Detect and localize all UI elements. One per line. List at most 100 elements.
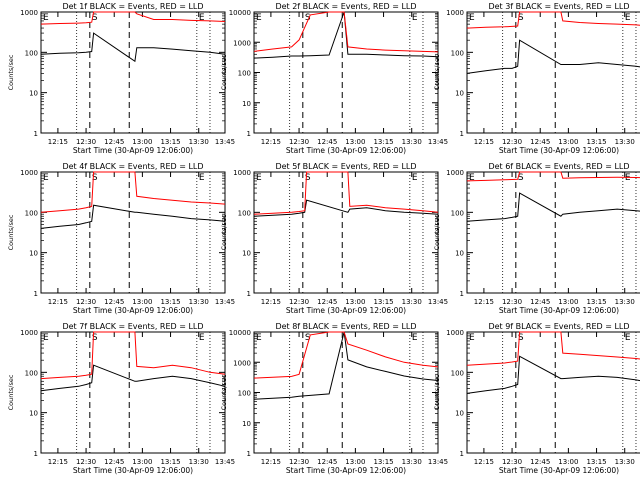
x-tick-label: 12:45 xyxy=(530,458,550,466)
y-tick-label: 100 xyxy=(451,369,464,377)
x-tick-label: 12:15 xyxy=(48,458,68,466)
panel-det-6: Det 6f BLACK = Events, RED = LLD Counts/s… xyxy=(433,162,640,315)
end-marker-left: E xyxy=(256,13,262,23)
series-line-lld xyxy=(466,11,640,29)
x-tick-label: 12:30 xyxy=(76,458,96,466)
end-marker-left: E xyxy=(43,173,49,183)
y-tick-label: 1000 xyxy=(233,39,251,47)
y-tick-label: 1000 xyxy=(446,169,464,177)
series-line-events xyxy=(253,331,439,400)
x-tick-label: 13:15 xyxy=(160,298,180,306)
x-axis-title: Start Time (30-Apr-09 12:06:00) xyxy=(73,466,193,475)
x-axis-title: Start Time (30-Apr-09 12:06:00) xyxy=(499,146,619,155)
y-tick-label: 10 xyxy=(242,420,251,428)
y-tick-label: 1 xyxy=(460,450,464,458)
start-marker: S xyxy=(518,13,524,23)
x-tick-label: 12:15 xyxy=(474,458,494,466)
end-marker: E xyxy=(625,173,631,183)
x-tick-label: 13:00 xyxy=(345,138,365,146)
end-marker: E xyxy=(199,173,205,183)
y-tick-label: 10 xyxy=(29,250,38,258)
x-tick-label: 13:00 xyxy=(558,458,578,466)
x-tick-label: 12:45 xyxy=(104,458,124,466)
series-line-lld xyxy=(466,331,640,366)
x-tick-label: 13:15 xyxy=(586,298,606,306)
x-tick-label: 13:00 xyxy=(132,138,152,146)
y-tick-label: 100 xyxy=(238,209,251,217)
x-tick-label: 13:30 xyxy=(615,458,635,466)
y-tick-label: 1000 xyxy=(446,329,464,337)
end-marker-left: E xyxy=(256,173,262,183)
y-axis-title: Counts/sec xyxy=(433,214,441,250)
x-tick-label: 12:30 xyxy=(76,298,96,306)
x-tick-label: 13:30 xyxy=(402,138,422,146)
x-axis-title: Start Time (30-Apr-09 12:06:00) xyxy=(73,306,193,315)
panel-title: Det 9f BLACK = Events, RED = LLD xyxy=(488,322,629,331)
series-line-events xyxy=(466,39,640,74)
x-tick-label: 13:00 xyxy=(345,458,365,466)
y-tick-label: 100 xyxy=(238,70,251,78)
x-tick-label: 13:30 xyxy=(189,458,209,466)
end-marker: E xyxy=(625,13,631,23)
start-marker: S xyxy=(92,333,98,343)
y-tick-label: 10 xyxy=(242,250,251,258)
y-tick-label: 1000 xyxy=(20,169,38,177)
panel-det-3: Det 3f BLACK = Events, RED = LLD Counts/s… xyxy=(433,2,640,155)
x-tick-label: 13:15 xyxy=(373,298,393,306)
end-marker: E xyxy=(412,333,418,343)
start-marker: S xyxy=(92,173,98,183)
end-marker: E xyxy=(199,333,205,343)
y-tick-label: 100 xyxy=(25,369,38,377)
y-tick-label: 10 xyxy=(455,250,464,258)
y-axis-title: Counts/sec xyxy=(220,54,228,90)
start-marker: S xyxy=(305,173,311,183)
x-tick-label: 13:00 xyxy=(132,298,152,306)
series-line-events xyxy=(40,32,226,63)
panel-title: Det 8f BLACK = Events, RED = LLD xyxy=(275,322,416,331)
x-axis-title: Start Time (30-Apr-09 12:06:00) xyxy=(499,466,619,475)
y-tick-label: 1000 xyxy=(446,9,464,17)
plot-frame xyxy=(466,11,640,134)
panel-det-5: Det 5f BLACK = Events, RED = LLD Counts/s… xyxy=(220,162,448,315)
x-tick-label: 13:15 xyxy=(160,138,180,146)
start-marker: S xyxy=(92,13,98,23)
plot-frame xyxy=(253,171,439,294)
panel-det-2: Det 2f BLACK = Events, RED = LLD Counts/s… xyxy=(220,2,448,155)
y-tick-label: 10 xyxy=(455,410,464,418)
x-tick-label: 13:30 xyxy=(402,458,422,466)
x-tick-label: 13:15 xyxy=(160,458,180,466)
x-tick-label: 13:45 xyxy=(428,138,448,146)
panel-title: Det 5f BLACK = Events, RED = LLD xyxy=(275,162,416,171)
end-marker-left: E xyxy=(469,333,475,343)
end-marker: E xyxy=(625,333,631,343)
y-tick-label: 100 xyxy=(451,209,464,217)
x-tick-label: 12:15 xyxy=(261,298,281,306)
end-marker-left: E xyxy=(43,333,49,343)
x-tick-label: 12:30 xyxy=(289,458,309,466)
y-tick-label: 1 xyxy=(460,130,464,138)
panel-det-7: Det 7f BLACK = Events, RED = LLD Counts/s… xyxy=(7,322,235,475)
start-marker: S xyxy=(518,173,524,183)
end-marker: E xyxy=(199,13,205,23)
x-tick-label: 12:45 xyxy=(104,138,124,146)
y-axis-title: Counts/sec xyxy=(433,54,441,90)
start-marker: S xyxy=(305,333,311,343)
x-tick-label: 13:00 xyxy=(132,458,152,466)
y-tick-label: 1000 xyxy=(233,359,251,367)
x-tick-label: 13:15 xyxy=(586,138,606,146)
x-tick-label: 13:45 xyxy=(428,298,448,306)
y-tick-label: 1000 xyxy=(20,9,38,17)
end-marker: E xyxy=(412,173,418,183)
y-axis-title: Counts/sec xyxy=(433,374,441,410)
series-line-lld xyxy=(253,171,439,215)
series-line-lld xyxy=(40,331,226,380)
y-axis-title: Counts/sec xyxy=(220,214,228,250)
x-tick-label: 13:45 xyxy=(215,138,235,146)
x-tick-label: 12:30 xyxy=(76,138,96,146)
y-axis-title: Counts/sec xyxy=(7,374,15,410)
y-tick-label: 100 xyxy=(451,49,464,57)
y-tick-label: 10 xyxy=(455,90,464,98)
y-tick-label: 10 xyxy=(29,410,38,418)
panel-title: Det 2f BLACK = Events, RED = LLD xyxy=(275,2,416,11)
